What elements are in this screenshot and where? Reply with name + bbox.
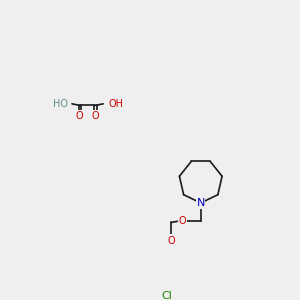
Text: O: O — [167, 236, 175, 246]
Text: OH: OH — [109, 99, 124, 109]
Text: N: N — [196, 198, 205, 208]
Text: Cl: Cl — [162, 291, 172, 300]
Text: HO: HO — [53, 99, 68, 109]
Text: O: O — [92, 110, 99, 121]
Text: O: O — [179, 216, 187, 226]
Text: O: O — [76, 110, 84, 121]
